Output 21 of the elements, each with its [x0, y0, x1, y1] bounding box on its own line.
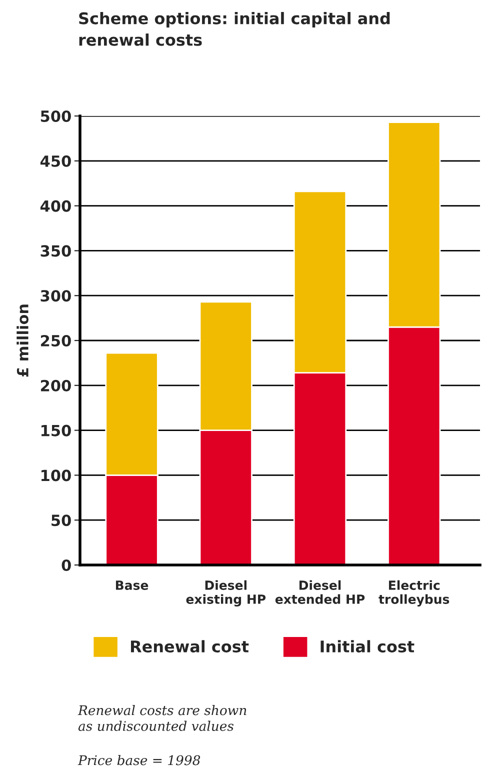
y-tick-label: 300 — [40, 290, 71, 302]
y-tick-label: 450 — [40, 155, 71, 167]
y-tick-label: 250 — [40, 334, 71, 347]
text: Price base = 1998 — [78, 755, 200, 766]
x-tick-label: Diesel existing HP — [186, 580, 266, 606]
x-tick-label: Electric trolleybus — [378, 580, 450, 606]
x-tick-label: Diesel extended HP — [275, 580, 365, 604]
legend-label: Initial cost — [320, 640, 414, 653]
x-tick-label: Base — [116, 580, 148, 590]
y-tick-label: 400 — [40, 200, 71, 212]
y-tick-label: 0 — [62, 559, 71, 572]
text: Renewal costs are shown as undiscounted values — [78, 705, 246, 731]
chart-title: Scheme options: initial capital and renewal costs — [79, 12, 390, 46]
y-tick-label: 50 — [52, 514, 71, 526]
y-tick-label: 200 — [40, 380, 71, 392]
y-tick-label: 100 — [42, 470, 71, 482]
y-axis-title: £ million — [16, 304, 28, 377]
y-tick-label: 500 — [40, 110, 71, 122]
legend-label: Renewal cost — [130, 640, 249, 653]
y-tick-label: 150 — [42, 424, 71, 436]
y-tick-label: 350 — [40, 245, 71, 257]
